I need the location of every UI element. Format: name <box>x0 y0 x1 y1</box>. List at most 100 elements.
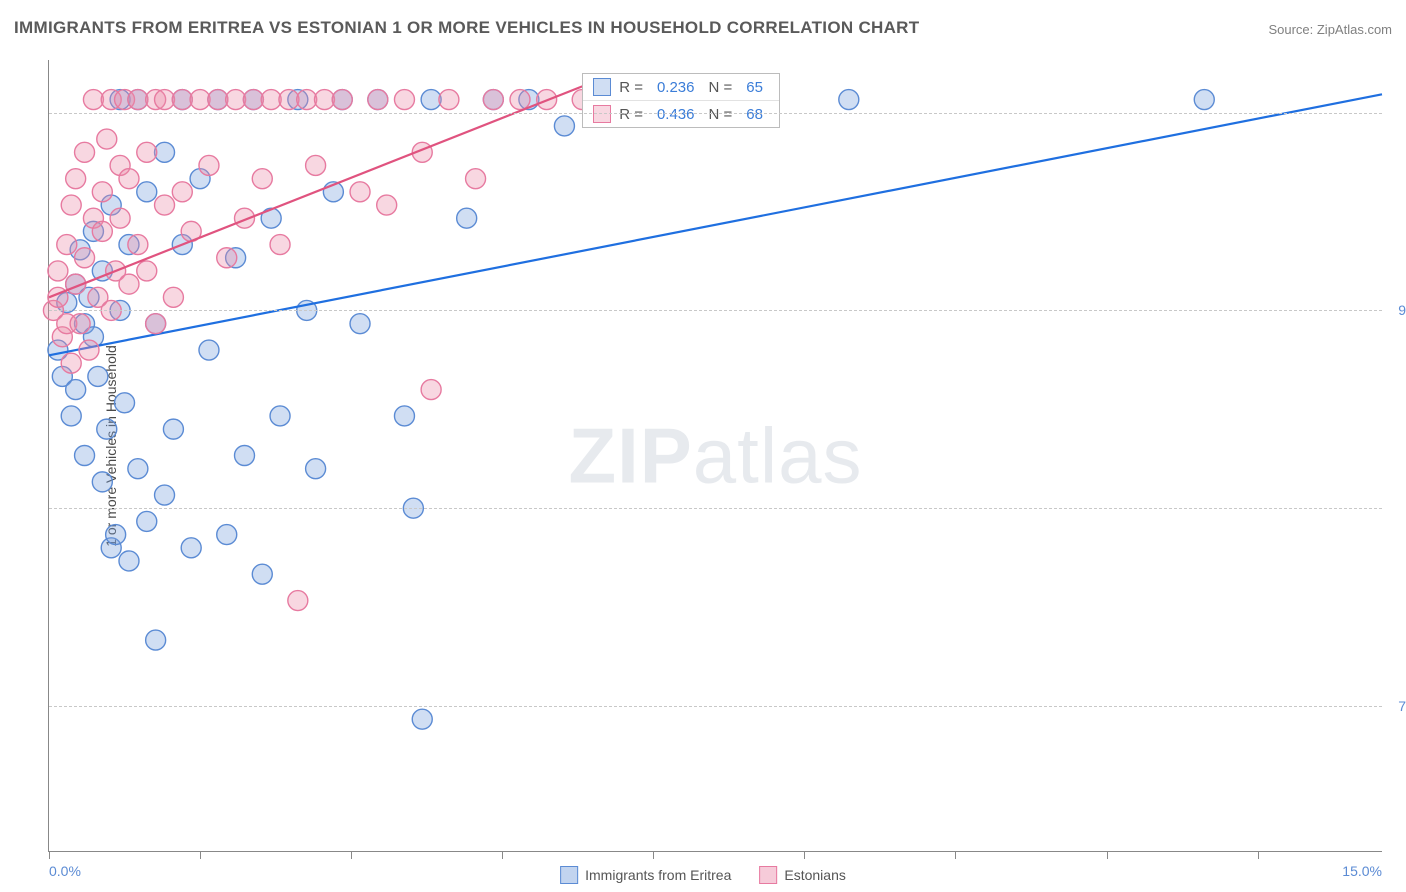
scatter-point-estonians <box>279 90 299 110</box>
legend-r-label: R = <box>619 106 643 123</box>
y-tick-label: 92.5% <box>1398 302 1406 318</box>
scatter-point-eritrea <box>146 630 166 650</box>
chart-title: IMMIGRANTS FROM ERITREA VS ESTONIAN 1 OR… <box>14 18 919 38</box>
scatter-point-eritrea <box>128 459 148 479</box>
legend-bottom-label: Estonians <box>784 867 845 883</box>
scatter-point-eritrea <box>235 446 255 466</box>
scatter-point-eritrea <box>137 511 157 531</box>
scatter-point-eritrea <box>92 472 112 492</box>
scatter-point-estonians <box>163 287 183 307</box>
x-tick <box>200 851 201 859</box>
scatter-point-estonians <box>119 169 139 189</box>
scatter-point-estonians <box>137 261 157 281</box>
legend-n-value: 68 <box>746 106 763 123</box>
scatter-point-estonians <box>119 274 139 294</box>
scatter-point-eritrea <box>394 406 414 426</box>
legend-swatch-icon <box>593 78 611 96</box>
x-tick <box>653 851 654 859</box>
scatter-point-estonians <box>297 90 317 110</box>
scatter-point-estonians <box>128 90 148 110</box>
legend-r-label: R = <box>619 79 643 96</box>
scatter-point-estonians <box>332 90 352 110</box>
scatter-point-estonians <box>368 90 388 110</box>
legend-n-value: 65 <box>746 79 763 96</box>
chart-svg <box>49 60 1382 851</box>
scatter-point-estonians <box>217 248 237 268</box>
scatter-point-estonians <box>252 169 272 189</box>
scatter-point-eritrea <box>252 564 272 584</box>
legend-top-row-eritrea: R = 0.236 N = 65 <box>583 74 779 100</box>
scatter-point-estonians <box>48 261 68 281</box>
legend-n-label: N = <box>709 106 733 123</box>
scatter-point-eritrea <box>412 709 432 729</box>
scatter-point-eritrea <box>270 406 290 426</box>
scatter-point-estonians <box>66 169 86 189</box>
scatter-point-estonians <box>75 142 95 162</box>
scatter-point-estonians <box>421 380 441 400</box>
scatter-point-estonians <box>261 90 281 110</box>
scatter-point-eritrea <box>457 208 477 228</box>
scatter-point-estonians <box>394 90 414 110</box>
legend-top: R =0.236N =65R =0.436N =68 <box>582 73 780 128</box>
plot-area: ZIPatlas R =0.236N =65R =0.436N =68 77.5… <box>48 60 1382 852</box>
legend-swatch-icon <box>560 866 578 884</box>
scatter-point-eritrea <box>163 419 183 439</box>
scatter-point-eritrea <box>66 380 86 400</box>
scatter-point-estonians <box>92 221 112 241</box>
scatter-point-estonians <box>288 591 308 611</box>
legend-n-label: N = <box>709 79 733 96</box>
scatter-point-eritrea <box>119 551 139 571</box>
scatter-point-eritrea <box>61 406 81 426</box>
scatter-point-estonians <box>190 90 210 110</box>
scatter-point-estonians <box>172 90 192 110</box>
scatter-point-eritrea <box>88 366 108 386</box>
scatter-point-estonians <box>155 90 175 110</box>
legend-swatch-icon <box>759 866 777 884</box>
scatter-point-estonians <box>155 195 175 215</box>
scatter-point-eritrea <box>839 90 859 110</box>
scatter-point-estonians <box>172 182 192 202</box>
scatter-point-estonians <box>439 90 459 110</box>
scatter-point-eritrea <box>75 446 95 466</box>
scatter-point-estonians <box>243 90 263 110</box>
scatter-point-estonians <box>61 195 81 215</box>
scatter-point-estonians <box>350 182 370 202</box>
scatter-point-eritrea <box>115 393 135 413</box>
scatter-point-estonians <box>97 129 117 149</box>
chart-container: IMMIGRANTS FROM ERITREA VS ESTONIAN 1 OR… <box>0 0 1406 892</box>
source-label: Source: ZipAtlas.com <box>1268 22 1392 37</box>
scatter-point-eritrea <box>421 90 441 110</box>
scatter-point-estonians <box>208 90 228 110</box>
scatter-point-eritrea <box>155 485 175 505</box>
scatter-point-estonians <box>57 235 77 255</box>
scatter-point-estonians <box>110 208 130 228</box>
scatter-point-eritrea <box>137 182 157 202</box>
scatter-point-estonians <box>83 90 103 110</box>
scatter-point-eritrea <box>97 419 117 439</box>
scatter-point-estonians <box>306 155 326 175</box>
scatter-point-eritrea <box>350 314 370 334</box>
x-tick <box>502 851 503 859</box>
legend-r-value: 0.236 <box>657 79 695 96</box>
x-tick <box>804 851 805 859</box>
scatter-point-eritrea <box>1194 90 1214 110</box>
scatter-point-eritrea <box>181 538 201 558</box>
scatter-point-eritrea <box>155 142 175 162</box>
x-tick-label: 0.0% <box>49 863 81 879</box>
scatter-point-eritrea <box>217 525 237 545</box>
scatter-point-eritrea <box>306 459 326 479</box>
scatter-point-estonians <box>79 340 99 360</box>
scatter-point-estonians <box>128 235 148 255</box>
gridline <box>49 508 1382 509</box>
scatter-point-estonians <box>199 155 219 175</box>
scatter-point-estonians <box>466 169 486 189</box>
scatter-point-estonians <box>61 353 81 373</box>
scatter-point-estonians <box>146 314 166 334</box>
legend-bottom: Immigrants from EritreaEstonians <box>560 866 846 884</box>
x-tick <box>955 851 956 859</box>
scatter-point-estonians <box>137 142 157 162</box>
x-tick <box>49 851 50 859</box>
scatter-point-estonians <box>75 248 95 268</box>
scatter-point-estonians <box>226 90 246 110</box>
x-tick <box>1258 851 1259 859</box>
